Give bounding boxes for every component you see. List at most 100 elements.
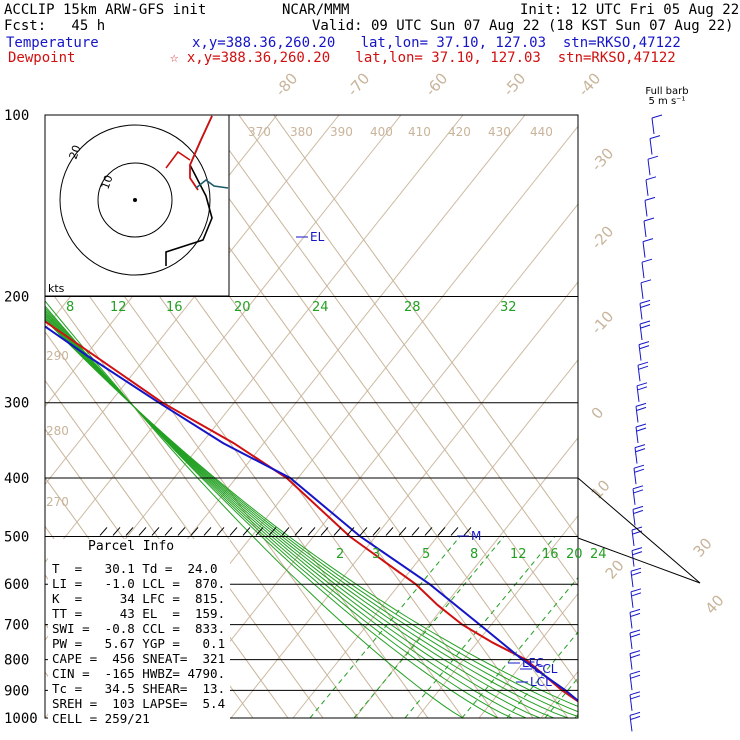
hatch-mark [333, 527, 342, 536]
parcel-row: SREH = 103 LAPSE= 5.4 [52, 696, 226, 711]
wind-barb-feather [635, 402, 647, 407]
hatch-mark [359, 527, 368, 536]
dry-adiabat-line [416, 514, 578, 718]
hatch-mark [138, 527, 147, 536]
pressure-tick-label: 100 [4, 108, 29, 124]
level-label-m: M [471, 529, 481, 543]
isotherm-label: -80 [272, 69, 302, 99]
moist-adiabat-line [45, 318, 578, 707]
isotherm-line [45, 331, 324, 718]
wind-barb-feather [630, 715, 641, 720]
wind-barb-feather [642, 238, 654, 243]
wind-barb-feather [630, 674, 641, 679]
wind-barb [638, 344, 642, 361]
dry-adiabat-line [478, 592, 578, 718]
wind-barb [629, 612, 633, 629]
mixing-ratio-label: 16 [542, 547, 559, 562]
dry-adiabat-line [727, 115, 740, 718]
wind-barb [639, 303, 643, 320]
wind-barb [629, 632, 633, 650]
wind-barb [637, 365, 641, 382]
wind-barb [629, 653, 633, 670]
wind-barb [640, 282, 644, 299]
pressure-tick-label: 900 [4, 683, 29, 699]
forecast-hour: Fcst: 45 h [4, 18, 106, 34]
theta-e-label: 32 [500, 300, 517, 315]
dry-adiabat-line [168, 203, 578, 718]
theta-e-label: 12 [110, 300, 127, 315]
dry-adiabat-line [45, 115, 402, 564]
hatch-mark [216, 527, 225, 536]
wind-barb-feather [629, 670, 641, 675]
guide-line [577, 477, 701, 584]
wind-barb [649, 138, 653, 155]
wind-barb-feather [632, 505, 644, 510]
wind-barb-feather [639, 299, 651, 304]
wind-barb-feather [629, 711, 641, 716]
wind-barb [631, 529, 635, 547]
wind-barb-feather [644, 196, 656, 201]
level-label-ccl: CCL [534, 662, 558, 676]
pressure-tick-label: 1000 [4, 711, 38, 727]
mixing-ratio-line [309, 536, 461, 718]
wind-barb-feather [640, 279, 652, 284]
wind-barb-feather [633, 464, 645, 469]
hodograph-center [133, 198, 137, 202]
pressure-tick-label: 400 [4, 471, 29, 487]
hatch-mark [229, 527, 238, 536]
hatch-mark [424, 527, 433, 536]
theta-label: 380 [290, 125, 313, 139]
wind-barb-feather [645, 176, 657, 181]
theta-e-label: 24 [312, 300, 329, 315]
parcel-row: PW = 5.67 YGP = 0.1 [52, 636, 226, 651]
pressure-tick-label: 300 [4, 396, 29, 412]
hodograph-trace [195, 178, 229, 189]
wind-barb-feather [632, 485, 644, 490]
theta-e-label: 16 [166, 300, 183, 315]
wind-barb [634, 447, 638, 464]
wind-barb-feather [635, 448, 646, 453]
wind-barb [644, 200, 648, 217]
wind-barb-feather [630, 654, 641, 659]
wind-barb [629, 694, 633, 711]
hodograph-unit-label: kts [48, 282, 65, 295]
wind-barb-feather [629, 650, 641, 655]
level-label-el: EL [310, 230, 325, 244]
isotherm-label: -20 [588, 222, 618, 252]
init-time: Init: 12 UTC Fri 05 Aug 22 [520, 2, 740, 18]
dry-adiabat-line [230, 281, 578, 718]
wind-barb-feather [630, 588, 642, 593]
hodograph-ring [97, 162, 173, 238]
model-title: ACCLIP 15km ARW-GFS init [4, 2, 207, 18]
theta-e-label: 28 [404, 300, 421, 315]
theta-label: 440 [530, 125, 553, 139]
parcel-row: Tc = 34.5 SHEAR= 13. [52, 681, 226, 696]
hatch-mark [450, 527, 459, 536]
level-label-lfc: LFC [522, 656, 544, 670]
hatch-mark [294, 527, 303, 536]
theta-label: 400 [370, 125, 393, 139]
parcel-row: CELL = 259/21 [52, 711, 150, 726]
plot-area [45, 115, 740, 718]
mixing-ratio-line [404, 536, 556, 718]
hodograph-trace [165, 150, 191, 169]
isotherm-line [168, 115, 578, 685]
theta-label: 390 [330, 125, 353, 139]
isotherm-label: -10 [588, 307, 618, 337]
theta-label: 270 [46, 495, 69, 509]
temperature-location-info: x,y=388.36,260.20 lat,lon= 37.10, 127.03… [192, 35, 681, 51]
wind-barb-feather [631, 571, 642, 576]
wind-barb-feather [633, 489, 644, 494]
wind-barb [639, 323, 643, 341]
pressure-tick-label: 700 [4, 618, 29, 634]
wind-barb-feather [651, 114, 663, 119]
hatch-mark [177, 527, 186, 536]
wind-barb [633, 468, 637, 485]
isotherm-label: -60 [422, 69, 452, 99]
isotherm-label: 40 [702, 591, 728, 617]
isotherm-line [203, 115, 578, 636]
theta-label: 370 [248, 125, 271, 139]
dry-adiabat-line [354, 437, 578, 718]
parcel-row: SWI = -0.8 CCL = 833. [52, 621, 226, 636]
barb-scale-line1: Full barb [645, 86, 689, 97]
